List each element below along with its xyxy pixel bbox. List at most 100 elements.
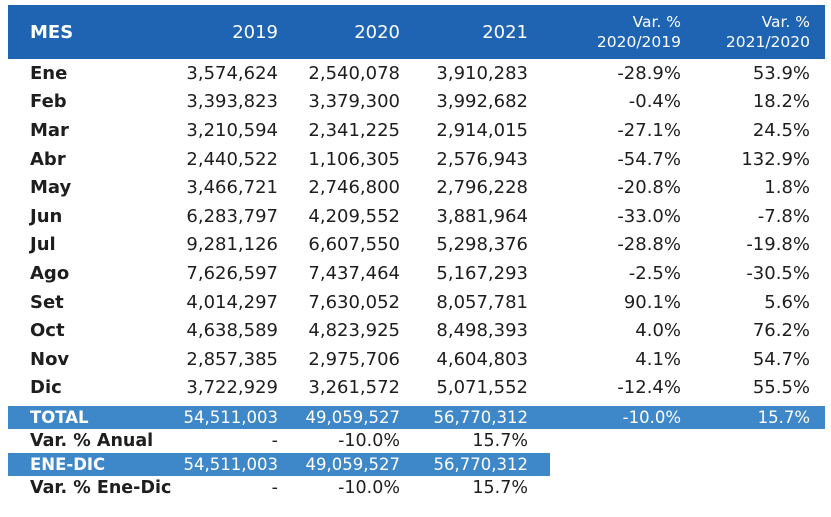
cell-2019: 2,857,385 — [186, 348, 278, 370]
cell-mes: Feb — [30, 91, 67, 113]
cell-2021: 2,576,943 — [436, 148, 528, 170]
cell-2019: 9,281,126 — [186, 234, 278, 256]
header-var-2020-2019: Var. % 2020/2019 — [536, 12, 689, 52]
cell-mes: May — [30, 177, 72, 199]
cell-var-2020-2019: -28.8% — [617, 234, 681, 256]
ene-dic-2020: 49,059,527 — [305, 455, 400, 475]
cell-2020: 3,261,572 — [308, 377, 400, 399]
header-var1-line2: 2020/2019 — [596, 33, 681, 51]
cell-var-2021-2020: 76.2% — [752, 320, 810, 342]
cell-2019: 6,283,797 — [186, 205, 278, 227]
header-2021: 2021 — [482, 21, 528, 43]
table-row: Feb 3,393,823 3,379,300 3,992,682 -0.4% … — [8, 88, 825, 117]
cell-var-2020-2019: 4.0% — [635, 320, 681, 342]
cell-var-2021-2020: -30.5% — [746, 262, 810, 284]
var-ene-dic-2020: -10.0% — [338, 478, 400, 499]
table-row: Dic 3,722,929 3,261,572 5,071,552 -12.4%… — [8, 374, 825, 403]
cell-var-2021-2020: -7.8% — [757, 205, 810, 227]
cell-mes: Mar — [30, 119, 69, 141]
cell-var-2020-2019: -0.4% — [628, 91, 681, 113]
cell-2020: 7,437,464 — [308, 262, 400, 284]
total-2019: 54,511,003 — [183, 408, 278, 428]
cell-2020: 2,341,225 — [308, 119, 400, 141]
cell-2019: 4,638,589 — [186, 320, 278, 342]
var-anual-2021: 15.7% — [472, 431, 528, 452]
cell-2019: 4,014,297 — [186, 291, 278, 313]
cell-var-2020-2019: -33.0% — [617, 205, 681, 227]
header-2020: 2020 — [354, 21, 400, 43]
table-row: May 3,466,721 2,746,800 2,796,228 -20.8%… — [8, 173, 825, 202]
cell-2019: 3,466,721 — [186, 177, 278, 199]
header-var1-line1: Var. % — [632, 13, 681, 31]
cell-2021: 3,881,964 — [436, 205, 528, 227]
table-row: Ene 3,574,624 2,540,078 3,910,283 -28.9%… — [8, 59, 825, 88]
cell-mes: Nov — [30, 348, 70, 370]
cell-2019: 3,210,594 — [186, 119, 278, 141]
table-row: Jul 9,281,126 6,607,550 5,298,376 -28.8%… — [8, 231, 825, 260]
cell-2020: 4,823,925 — [308, 320, 400, 342]
cell-var-2021-2020: 53.9% — [752, 62, 810, 84]
cell-2020: 4,209,552 — [308, 205, 400, 227]
total-2021: 56,770,312 — [433, 408, 528, 428]
cell-2020: 3,379,300 — [308, 91, 400, 113]
cell-2019: 3,393,823 — [186, 91, 278, 113]
cell-2019: 2,440,522 — [186, 148, 278, 170]
cell-var-2021-2020: 1.8% — [764, 177, 810, 199]
cell-2020: 1,106,305 — [308, 148, 400, 170]
cell-var-2020-2019: -12.4% — [617, 377, 681, 399]
total-row: TOTAL 54,511,003 49,059,527 56,770,312 -… — [8, 406, 825, 430]
var-anual-label: Var. % Anual — [30, 431, 154, 452]
table-row: Nov 2,857,385 2,975,706 4,604,803 4.1% 5… — [8, 345, 825, 374]
cell-2021: 5,071,552 — [436, 377, 528, 399]
var-ene-dic-row: Var. % Ene-Dic - -10.0% 15.7% — [8, 476, 825, 500]
table-body: Ene 3,574,624 2,540,078 3,910,283 -28.9%… — [8, 59, 825, 402]
table-row: Jun 6,283,797 4,209,552 3,881,964 -33.0%… — [8, 202, 825, 231]
cell-2020: 2,540,078 — [308, 62, 400, 84]
cell-2021: 5,167,293 — [436, 262, 528, 284]
header-var2-line2: 2021/2020 — [725, 33, 810, 51]
var-ene-dic-label: Var. % Ene-Dic — [30, 478, 172, 499]
header-var2-line1: Var. % — [761, 13, 810, 31]
ene-dic-row: ENE-DIC 54,511,003 49,059,527 56,770,312 — [8, 453, 825, 477]
ene-dic-2019: 54,511,003 — [183, 455, 278, 475]
cell-2020: 2,975,706 — [308, 348, 400, 370]
var-ene-dic-2021: 15.7% — [472, 478, 528, 499]
cell-2021: 2,914,015 — [436, 119, 528, 141]
cell-var-2021-2020: 54.7% — [752, 348, 810, 370]
monthly-values-table: MES 2019 2020 2021 Var. % 2020/2019 Var.… — [8, 5, 825, 500]
cell-2021: 5,298,376 — [436, 234, 528, 256]
cell-var-2020-2019: -28.9% — [617, 62, 681, 84]
cell-mes: Jun — [30, 205, 63, 227]
table-row: Oct 4,638,589 4,823,925 8,498,393 4.0% 7… — [8, 316, 825, 345]
total-label: TOTAL — [30, 408, 89, 428]
cell-var-2021-2020: 55.5% — [752, 377, 810, 399]
cell-2021: 4,604,803 — [436, 348, 528, 370]
table-row: Abr 2,440,522 1,106,305 2,576,943 -54.7%… — [8, 145, 825, 174]
cell-mes: Dic — [30, 377, 62, 399]
total-var-2021-2020: 15.7% — [757, 408, 810, 428]
ene-dic-2021: 56,770,312 — [433, 455, 528, 475]
cell-2019: 3,722,929 — [186, 377, 278, 399]
cell-2019: 7,626,597 — [186, 262, 278, 284]
header-var-2021-2020: Var. % 2021/2020 — [689, 12, 825, 52]
cell-var-2020-2019: 90.1% — [623, 291, 681, 313]
cell-2021: 8,057,781 — [436, 291, 528, 313]
cell-2020: 2,746,800 — [308, 177, 400, 199]
var-anual-row: Var. % Anual - -10.0% 15.7% — [8, 429, 825, 453]
cell-var-2021-2020: 132.9% — [741, 148, 810, 170]
cell-2021: 3,992,682 — [436, 91, 528, 113]
cell-var-2021-2020: 5.6% — [764, 291, 810, 313]
total-var-2020-2019: -10.0% — [622, 408, 681, 428]
cell-2019: 3,574,624 — [186, 62, 278, 84]
cell-var-2021-2020: -19.8% — [746, 234, 810, 256]
table-row: Ago 7,626,597 7,437,464 5,167,293 -2.5% … — [8, 259, 825, 288]
cell-var-2021-2020: 24.5% — [752, 119, 810, 141]
cell-mes: Set — [30, 291, 64, 313]
ene-dic-label: ENE-DIC — [30, 455, 106, 475]
var-anual-2020: -10.0% — [338, 431, 400, 452]
cell-var-2020-2019: -2.5% — [628, 262, 681, 284]
cell-mes: Jul — [30, 234, 56, 256]
cell-2021: 8,498,393 — [436, 320, 528, 342]
cell-2021: 3,910,283 — [436, 62, 528, 84]
var-ene-dic-2019: - — [271, 478, 278, 499]
